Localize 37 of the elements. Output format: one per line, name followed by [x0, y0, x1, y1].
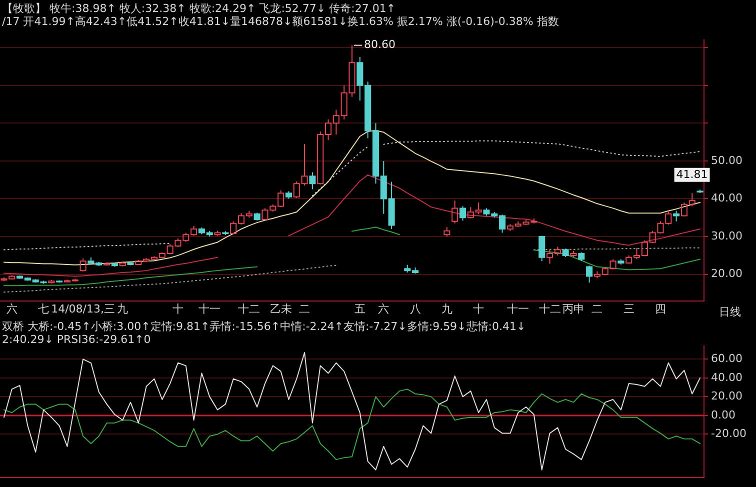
- x-tick-label: 丙申: [562, 302, 584, 316]
- text: /17 开41.99↑高42.43↑低41.52↑收41.81↓量146878↓额61581↓换1.63% 振2.17% 涨(-0.16)-0.38% 指数: [2, 15, 559, 28]
- x-tick-label: 九: [441, 302, 452, 316]
- y-tick-label: 60.00: [711, 352, 742, 365]
- x-tick-label: 二: [592, 302, 603, 316]
- candlestick: [452, 200, 458, 224]
- x-tick-label: 十: [172, 302, 184, 316]
- x-tick-label: 六: [378, 302, 390, 316]
- y-tick-label: 0.00: [711, 408, 736, 422]
- annotation: 41.81: [676, 168, 708, 181]
- y-tick-label: 50.00: [711, 154, 742, 167]
- y-tick-label: 40.00: [711, 192, 742, 205]
- x-tick-label: 四: [654, 302, 666, 316]
- x-tick-label: 十二: [238, 302, 260, 316]
- x-tick-label: 乙未: [270, 302, 292, 316]
- annotation: 80.60: [364, 38, 396, 52]
- x-tick-label: 九: [117, 302, 128, 316]
- x-axis-title: 日线: [719, 306, 741, 319]
- y-tick-label: 30.00: [711, 229, 742, 242]
- x-tick-label: 二: [299, 302, 310, 316]
- x-tick-label: 六: [6, 302, 18, 316]
- x-tick-label: 五: [354, 302, 366, 316]
- text: 【牧歌】 牧牛:38.98↑ 牧人:32.38↑ 牧歌:24.29↑ 飞龙:52.77↓ 传奇:27.01↑: [2, 2, 396, 15]
- annotation: 2:40.29↓ PRSI36:-29.61↑0: [2, 333, 151, 346]
- x-tick-label: 十一: [507, 302, 530, 316]
- x-tick-label: 八: [410, 302, 421, 316]
- x-tick-label: 三: [623, 302, 634, 316]
- x-tick-label: 十: [473, 302, 484, 316]
- x-tick-label: 14/08/13,三: [51, 302, 116, 316]
- text: 双桥 大桥:-0.45↑小桥:3.00↑定情:9.81↑弄情:-15.56↑中情:-2.24↑友情:-7.27↓多情:9.59↓悲情:0.41↓: [2, 320, 526, 333]
- x-tick-label: 七: [38, 302, 50, 316]
- y-tick-label: 20.00: [711, 390, 742, 403]
- y-tick-label: 20.00: [711, 267, 742, 280]
- y-tick-label: -20.00: [711, 427, 746, 440]
- x-tick-label: 十二: [538, 302, 561, 316]
- y-tick-label: 40.00: [711, 370, 742, 384]
- x-tick-label: 十一: [198, 302, 221, 316]
